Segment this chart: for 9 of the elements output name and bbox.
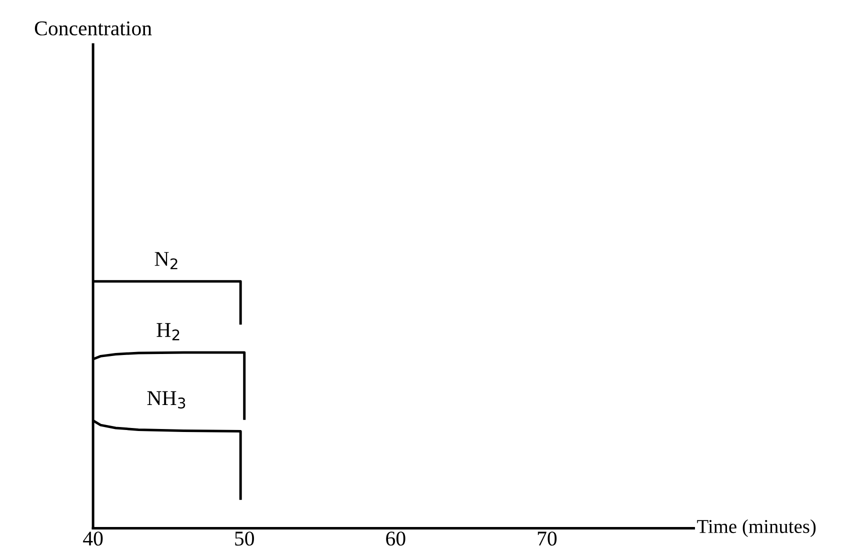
x-tick-label: 60 <box>386 532 406 546</box>
text: Concentration <box>34 21 152 36</box>
series-label: N$_{2}$ <box>154 252 178 270</box>
x-tick-label: 70 <box>538 532 557 546</box>
x-tick-label: 50 <box>235 532 254 546</box>
series-label: H$_{2}$ <box>156 323 180 340</box>
x-tick-label: 40 <box>83 532 103 546</box>
x-axis-title: Time (minutes) <box>697 519 816 538</box>
series-label: NH$_{3}$ <box>147 391 186 409</box>
